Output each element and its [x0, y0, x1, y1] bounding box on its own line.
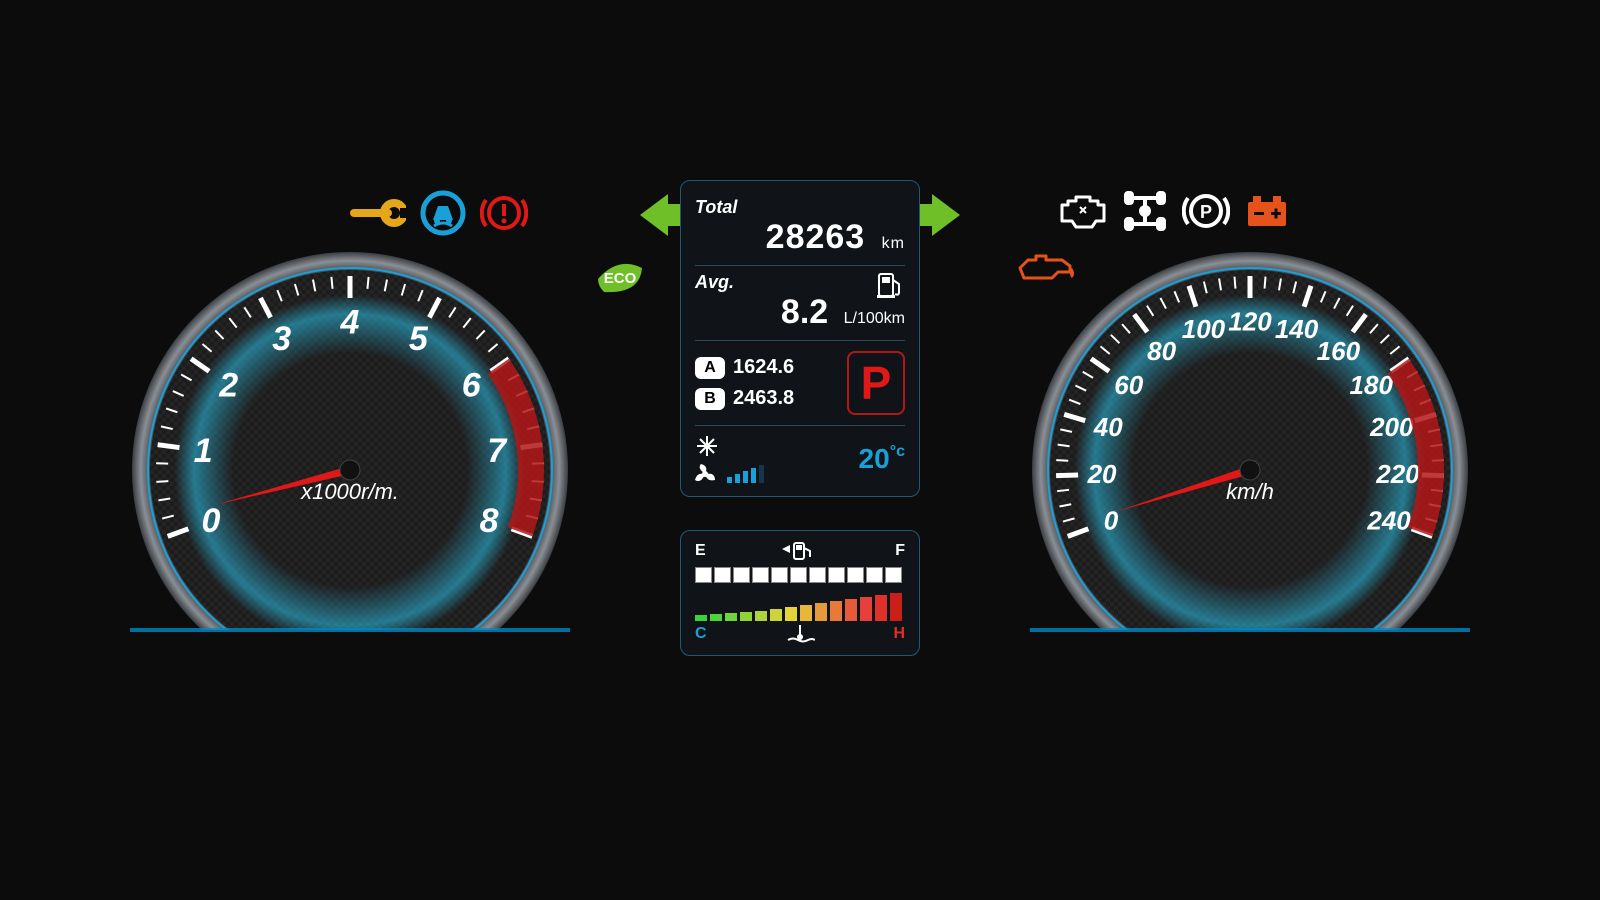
traction-control-icon	[420, 190, 466, 236]
svg-text:0: 0	[1104, 505, 1119, 535]
svg-text:20: 20	[1087, 459, 1117, 489]
fuel-pump-small-icon	[782, 541, 818, 561]
climate-temp-unit: °c	[890, 443, 905, 460]
trip-b-badge: B	[695, 388, 725, 410]
fuel-temp-panel: E F C H	[680, 530, 920, 656]
gear-letter: P	[861, 356, 892, 410]
battery-icon	[1244, 192, 1290, 230]
eco-label: ECO	[604, 270, 637, 287]
svg-text:8: 8	[480, 502, 499, 540]
climate-temp: 20°c	[859, 443, 905, 475]
warning-icons-right: P	[1056, 190, 1290, 232]
center-info-panel: Total 28263 km Avg. 8.2 L/100km A	[680, 180, 920, 497]
avg-consumption-row: Avg. 8.2 L/100km	[695, 266, 905, 341]
svg-text:5: 5	[409, 320, 429, 358]
tachometer-svg: 0 123 4 567 8	[130, 250, 570, 690]
coolant-hot-label: H	[893, 625, 905, 643]
check-engine-icon	[1056, 191, 1108, 231]
svg-text:6: 6	[462, 366, 482, 404]
speedometer-unit-label: km/h	[1226, 479, 1274, 505]
svg-text:100: 100	[1182, 314, 1226, 344]
svg-text:200: 200	[1369, 412, 1414, 442]
fuel-gauge-segments	[695, 567, 905, 583]
fuel-empty-label: E	[695, 542, 706, 560]
trip-b: B 2463.8	[695, 387, 794, 410]
eco-icon: ECO	[590, 260, 650, 298]
oil-pressure-icon	[1016, 250, 1080, 282]
avg-label: Avg.	[695, 272, 905, 293]
fuel-full-label: F	[895, 542, 905, 560]
odometer-row: Total 28263 km	[695, 191, 905, 266]
odometer-value: 28263	[766, 218, 866, 256]
odometer-label: Total	[695, 197, 905, 218]
svg-text:2: 2	[218, 366, 238, 404]
svg-text:1: 1	[194, 432, 213, 470]
avg-unit: L/100km	[844, 310, 905, 327]
brake-warning-icon	[480, 192, 528, 234]
svg-text:4: 4	[340, 303, 360, 341]
svg-text:40: 40	[1093, 412, 1123, 442]
parking-brake-icon: P	[1182, 190, 1230, 232]
fan-icon	[695, 464, 719, 484]
svg-text:60: 60	[1114, 370, 1143, 400]
odometer-unit: km	[882, 235, 905, 252]
drivetrain-icon	[1122, 190, 1168, 232]
trip-b-value: 2463.8	[733, 387, 794, 410]
tachometer-gauge: 0 123 4 567 8 x1000r/m.	[130, 250, 570, 690]
frost-icon	[695, 434, 719, 458]
climate-row: 20°c	[695, 426, 905, 484]
svg-text:P: P	[1200, 202, 1212, 222]
trip-a-badge: A	[695, 357, 725, 379]
coolant-labels-row: C H	[695, 625, 905, 643]
fuel-labels-row: E F	[695, 541, 905, 561]
fuel-pump-icon	[877, 270, 903, 298]
svg-text:160: 160	[1317, 336, 1361, 366]
svg-text:7: 7	[487, 432, 508, 470]
coolant-temp-icon	[785, 625, 815, 643]
gear-indicator: P	[847, 351, 905, 415]
service-wrench-icon	[350, 196, 406, 230]
svg-text:240: 240	[1366, 505, 1411, 535]
warning-icons-left	[350, 190, 528, 236]
turn-right-icon	[914, 194, 960, 236]
trip-a-value: 1624.6	[733, 356, 794, 379]
svg-text:180: 180	[1350, 370, 1394, 400]
svg-text:80: 80	[1147, 336, 1176, 366]
svg-text:220: 220	[1375, 459, 1420, 489]
tachometer-unit-label: x1000r/m.	[301, 479, 399, 505]
trip-meters: A 1624.6 B 2463.8	[695, 356, 794, 410]
fan-level-bars	[727, 465, 764, 483]
climate-temp-value: 20	[859, 443, 890, 474]
coolant-cold-label: C	[695, 625, 707, 643]
trip-gear-row: A 1624.6 B 2463.8 P	[695, 341, 905, 426]
svg-text:3: 3	[272, 320, 291, 358]
svg-text:140: 140	[1275, 314, 1319, 344]
trip-a: A 1624.6	[695, 356, 794, 379]
svg-text:0: 0	[201, 502, 220, 540]
speedometer-svg: 0 20 40 6080100120140160 180 200 220 240	[1030, 250, 1470, 690]
coolant-temp-bars	[695, 593, 905, 621]
dashboard: 012345678 x1000r/m. 0204060801	[100, 150, 1500, 750]
avg-value: 8.2	[781, 293, 828, 331]
speedometer-gauge: 0 20 40 6080100120140160 180 200 220 240 km/h	[1030, 250, 1470, 690]
svg-text:120: 120	[1228, 307, 1272, 337]
